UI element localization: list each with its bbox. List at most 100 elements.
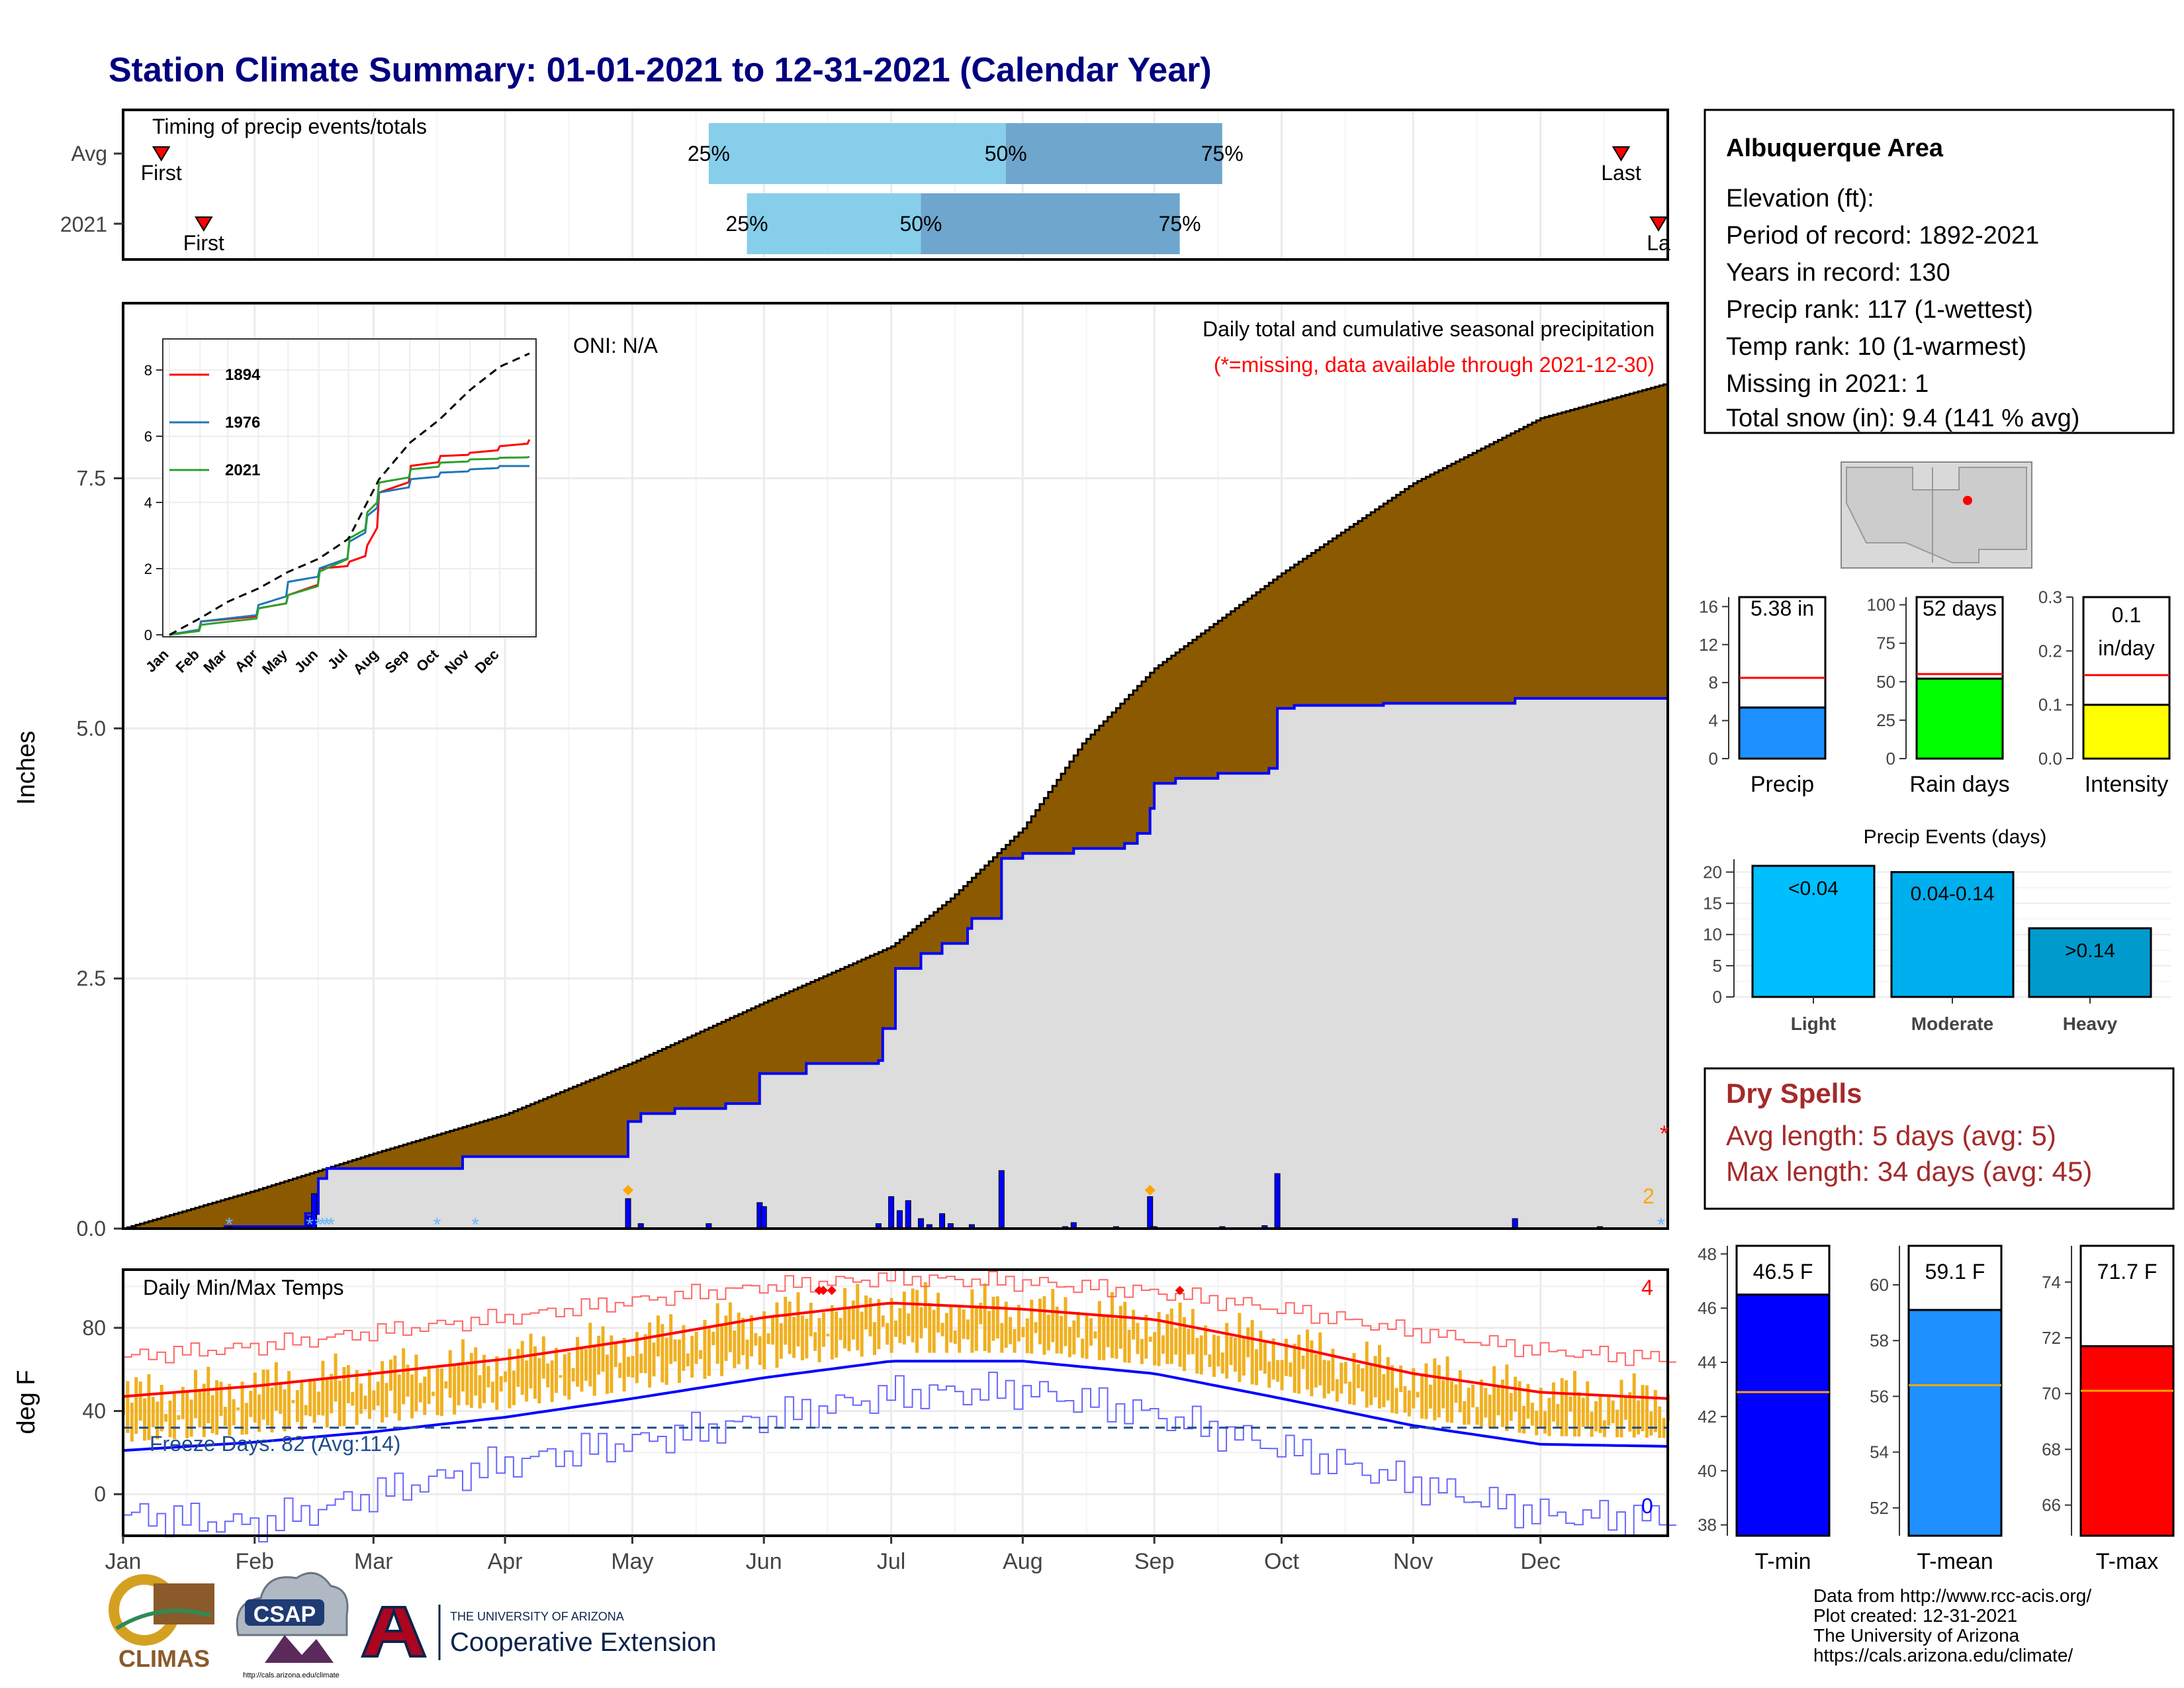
daily-temp-range <box>733 1330 737 1368</box>
daily-temp-range <box>940 1323 944 1336</box>
snow-marker: * <box>306 1214 314 1236</box>
daily-temp-range <box>737 1312 741 1364</box>
climas-emblem <box>154 1583 214 1624</box>
daily-temp-range <box>1271 1338 1275 1380</box>
inset-x-label: Aug <box>349 646 381 678</box>
daily-temp-range <box>537 1358 541 1403</box>
daily-temp-range <box>1475 1407 1479 1425</box>
dry-spells-title: Dry Spells <box>1726 1078 1862 1109</box>
precip-y-axis: 0.0 2.5 5.0 7.5 <box>77 466 123 1241</box>
record-low-count: 0 <box>1641 1494 1653 1518</box>
dry-spells-box: Dry Spells Avg length: 5 days (avg: 5) M… <box>1704 1067 2175 1210</box>
record-markers <box>814 1286 1185 1295</box>
daily-temp-range <box>1361 1368 1365 1392</box>
daily-temp-range <box>1127 1329 1131 1363</box>
daily-temp-range <box>894 1320 897 1337</box>
daily-precip-bars <box>226 1170 1603 1229</box>
daily-temp-range <box>673 1339 677 1362</box>
month-label: Sep <box>1134 1549 1175 1574</box>
daily-precip-bar <box>939 1213 946 1229</box>
month-label: Oct <box>1264 1549 1299 1574</box>
summary-y-label: 0.0 <box>2038 749 2062 769</box>
summary-y-label: 12 <box>1699 635 1718 655</box>
temp-y-axis: 0 40 80 <box>82 1316 123 1506</box>
temp-bar-value-2: 71.7 F <box>2097 1260 2158 1284</box>
daily-temp-range <box>435 1368 439 1415</box>
month-label: Aug <box>1003 1549 1043 1574</box>
daily-temp-range <box>1505 1364 1509 1431</box>
daily-temp-range <box>486 1366 490 1387</box>
daily-temp-range <box>1233 1337 1237 1372</box>
precip-y-label: 0.0 <box>77 1217 106 1241</box>
inset-lines <box>169 352 531 636</box>
daily-temp-range <box>872 1322 876 1355</box>
daily-temp-range <box>525 1360 529 1402</box>
daily-temp-range <box>444 1381 448 1389</box>
timing-row-avg-label: Avg <box>71 142 107 165</box>
daily-temp-range <box>1467 1387 1471 1425</box>
daily-temp-range <box>877 1299 881 1350</box>
summary-bar-2 <box>2082 704 2171 760</box>
daily-temp-range <box>372 1390 376 1411</box>
summary-y-label: 0 <box>1886 749 1895 769</box>
daily-precip-bar <box>896 1210 903 1229</box>
daily-temp-range <box>580 1348 584 1392</box>
daily-temp-range <box>338 1380 342 1427</box>
events-y-label: 10 <box>1703 925 1722 945</box>
daily-temp-range <box>1115 1318 1118 1359</box>
timing-bar-q1 <box>708 123 1006 184</box>
record-high-marker <box>818 1286 828 1295</box>
temp-summary-bar-0 <box>1735 1293 1831 1537</box>
daily-temp-range <box>236 1407 240 1411</box>
daily-temp-range <box>1301 1355 1305 1369</box>
temp-summary-y-label: 68 <box>2042 1439 2061 1459</box>
daily-temp-range <box>1017 1305 1021 1342</box>
snow-marker: * <box>433 1214 441 1236</box>
daily-temp-range <box>1199 1335 1203 1375</box>
daily-temp-range <box>699 1350 703 1359</box>
temp-summary-bar-1 <box>1907 1309 2003 1537</box>
daily-temp-range <box>1454 1384 1458 1403</box>
daily-temp-range <box>987 1311 991 1353</box>
events-title: Precip Events (days) <box>1864 826 2047 848</box>
daily-temp-range <box>134 1377 138 1434</box>
daily-temp-range <box>826 1333 830 1336</box>
daily-temp-range <box>979 1303 983 1325</box>
daily-temp-range <box>126 1381 130 1433</box>
daily-temp-range <box>1136 1323 1140 1354</box>
daily-precip-bar <box>888 1196 895 1229</box>
temp-bar-label-2: T-max <box>2096 1549 2158 1574</box>
daily-temp-range <box>367 1370 371 1419</box>
timing-bar-q1 <box>747 193 921 254</box>
month-axis: Jan Feb Mar Apr May Jun Jul Aug Sep Oct Nov Dec <box>105 1536 1561 1574</box>
temp-summary-frame-1 <box>1907 1244 2003 1311</box>
daily-temp-range <box>1530 1403 1534 1426</box>
daily-temp-range <box>1212 1335 1216 1378</box>
timing-frame <box>122 109 1669 261</box>
daily-temp-range <box>690 1335 694 1378</box>
daily-temp-range <box>1106 1314 1110 1348</box>
month-label: Jul <box>877 1549 905 1574</box>
daily-temp-range <box>1560 1378 1564 1436</box>
daily-temp-range <box>936 1292 940 1333</box>
missing-marker: * <box>1660 1121 1668 1147</box>
daily-temp-range <box>351 1391 355 1406</box>
daily-temp-range <box>860 1311 864 1357</box>
event-bar-heavy <box>2028 927 2152 998</box>
daily-temp-range <box>563 1354 567 1396</box>
daily-temp-range <box>295 1390 299 1423</box>
month-label: May <box>611 1549 653 1574</box>
precip-events-chart: 0 5 10 15 20 <box>1703 859 2171 1007</box>
info-line: Precip rank: 117 (1-wettest) <box>1726 296 2033 324</box>
daily-temp-range <box>592 1346 596 1396</box>
snow-marker: * <box>319 1214 327 1236</box>
precip-ylabel: Inches <box>13 731 40 805</box>
daily-temp-range <box>631 1356 635 1378</box>
daily-temp-range <box>1547 1397 1551 1436</box>
info-line: Elevation (ft): <box>1726 185 1874 212</box>
last-event-marker <box>1649 216 1668 232</box>
temp-ylabel: deg F <box>13 1370 40 1434</box>
temp-summary-y-label: 52 <box>1870 1498 1889 1518</box>
